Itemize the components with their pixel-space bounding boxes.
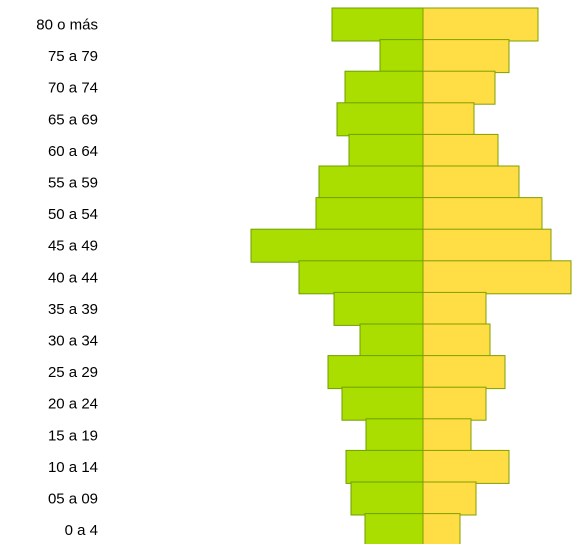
bar-left-5 bbox=[318, 165, 424, 200]
bar-left-4 bbox=[348, 133, 424, 168]
category-label-7: 45 a 49 bbox=[48, 238, 98, 255]
bar-right-13 bbox=[422, 418, 472, 453]
bar-left-0 bbox=[331, 7, 424, 42]
category-label-12: 20 a 24 bbox=[48, 396, 98, 413]
bar-left-3 bbox=[336, 102, 424, 137]
category-label-11: 25 a 29 bbox=[48, 364, 98, 381]
category-label-0: 80 o más bbox=[36, 17, 98, 34]
bar-left-11 bbox=[327, 355, 424, 390]
right-series-bars bbox=[422, 7, 572, 548]
bar-right-3 bbox=[422, 102, 475, 137]
category-label-5: 55 a 59 bbox=[48, 175, 98, 192]
bar-left-14 bbox=[345, 449, 424, 484]
bar-right-12 bbox=[422, 386, 487, 421]
bar-left-15 bbox=[350, 481, 424, 516]
category-label-3: 65 a 69 bbox=[48, 111, 98, 128]
category-label-9: 35 a 39 bbox=[48, 301, 98, 318]
bar-left-12 bbox=[341, 386, 424, 421]
bar-right-15 bbox=[422, 481, 477, 516]
bar-right-10 bbox=[422, 323, 491, 358]
left-series-bars bbox=[250, 7, 424, 548]
bar-left-1 bbox=[379, 39, 424, 74]
bar-left-13 bbox=[365, 418, 424, 453]
bar-left-6 bbox=[315, 197, 424, 232]
category-label-10: 30 a 34 bbox=[48, 333, 98, 350]
category-label-6: 50 a 54 bbox=[48, 206, 98, 223]
bar-left-10 bbox=[359, 323, 424, 358]
category-labels: 80 o más 75 a 79 70 a 74 65 a 69 60 a 64 55 a… bbox=[36, 17, 98, 540]
bar-left-9 bbox=[333, 291, 424, 326]
category-label-14: 10 a 14 bbox=[48, 459, 98, 476]
bar-left-2 bbox=[344, 70, 424, 105]
category-label-8: 40 a 44 bbox=[48, 269, 98, 286]
category-label-16: 0 a 4 bbox=[65, 522, 98, 539]
bar-right-8 bbox=[422, 260, 572, 295]
bar-left-8 bbox=[298, 260, 424, 295]
bar-right-6 bbox=[422, 197, 543, 232]
bar-right-2 bbox=[422, 70, 496, 105]
category-label-4: 60 a 64 bbox=[48, 143, 98, 160]
bar-right-16 bbox=[422, 513, 461, 548]
bar-right-11 bbox=[422, 355, 506, 390]
bar-right-7 bbox=[422, 228, 552, 263]
bar-right-14 bbox=[422, 449, 510, 484]
category-label-1: 75 a 79 bbox=[48, 48, 98, 65]
bar-right-9 bbox=[422, 291, 487, 326]
bar-right-4 bbox=[422, 133, 499, 168]
bar-left-16 bbox=[364, 513, 424, 548]
bar-right-0 bbox=[422, 7, 539, 42]
category-label-2: 70 a 74 bbox=[48, 80, 98, 97]
bar-left-7 bbox=[250, 228, 424, 263]
bar-right-5 bbox=[422, 165, 520, 200]
bar-right-1 bbox=[422, 39, 510, 74]
category-label-15: 05 a 09 bbox=[48, 491, 98, 508]
category-label-13: 15 a 19 bbox=[48, 427, 98, 444]
